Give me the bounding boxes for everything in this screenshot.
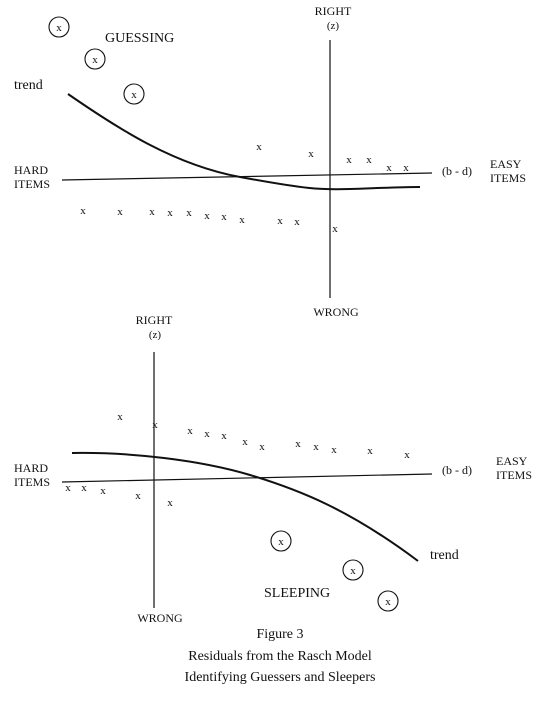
caption-figure-number: Figure 3 — [256, 627, 303, 642]
top-items-left-label: ITEMS — [14, 177, 50, 191]
svg-text:x: x — [350, 565, 356, 577]
residual-mark: x — [65, 482, 71, 494]
top-trend-line — [67, 93, 421, 191]
residual-mark: x — [221, 430, 227, 442]
top-axis-wrong-label: WRONG — [313, 305, 359, 319]
residual-mark: x — [186, 207, 192, 219]
residual-mark: x — [256, 141, 262, 153]
bottom-trend-line — [71, 451, 419, 562]
guesser-marker: x — [48, 16, 70, 38]
residual-mark: x — [100, 485, 106, 497]
residual-mark: x — [204, 428, 210, 440]
residual-mark: x — [167, 497, 173, 509]
top-horizontal-axis — [61, 172, 433, 181]
residual-mark: x — [117, 206, 123, 218]
residual-mark: x — [404, 449, 410, 461]
sleeper-marker: x — [270, 530, 292, 552]
residual-mark: x — [187, 425, 193, 437]
bottom-horizontal-axis — [61, 473, 433, 483]
guesser-marker: x — [123, 83, 145, 105]
caption-line-3: Identifying Guessers and Sleepers — [185, 670, 376, 685]
residual-mark: x — [167, 207, 173, 219]
bottom-b-minus-d-label: (b - d) — [442, 463, 472, 477]
bottom-panel: RIGHT (z) WRONG HARD ITEMS EASY ITEMS (b… — [14, 313, 532, 625]
residual-mark: x — [346, 154, 352, 166]
residual-mark: x — [149, 206, 155, 218]
residual-mark: x — [152, 419, 158, 431]
top-easy-label: EASY — [490, 157, 522, 171]
residual-mark: x — [117, 411, 123, 423]
top-axis-z-label: (z) — [327, 20, 340, 32]
residual-mark: x — [80, 205, 86, 217]
svg-text:x: x — [385, 596, 391, 608]
residual-mark: x — [295, 438, 301, 450]
residual-mark: x — [242, 436, 248, 448]
top-items-right-label: ITEMS — [490, 171, 526, 185]
guessing-label: GUESSING — [105, 31, 174, 46]
svg-text:x: x — [92, 54, 98, 66]
svg-text:x: x — [56, 22, 62, 34]
residual-mark: x — [332, 223, 338, 235]
residual-mark: x — [277, 215, 283, 227]
residual-mark: x — [366, 154, 372, 166]
bottom-hard-label: HARD — [14, 461, 48, 475]
residual-mark: x — [81, 482, 87, 494]
bottom-easy-label: EASY — [496, 454, 528, 468]
bottom-items-left-label: ITEMS — [14, 475, 50, 489]
caption-line-2: Residuals from the Rasch Model — [188, 649, 372, 664]
residual-mark: x — [204, 210, 210, 222]
residual-mark: x — [313, 441, 319, 453]
figure-caption: Figure 3 Residuals from the Rasch Model … — [185, 627, 376, 685]
top-trend-label: trend — [14, 78, 43, 93]
sleeper-marker: x — [342, 559, 364, 581]
bottom-axis-wrong-label: WRONG — [137, 611, 183, 625]
svg-text:x: x — [131, 89, 137, 101]
top-hard-label: HARD — [14, 163, 48, 177]
top-b-minus-d-label: (b - d) — [442, 164, 472, 178]
bottom-axis-right-label: RIGHT — [136, 313, 173, 327]
residual-mark: x — [221, 211, 227, 223]
bottom-axis-z-label: (z) — [149, 329, 162, 341]
bottom-items-right-label: ITEMS — [496, 468, 532, 482]
bottom-trend-label: trend — [430, 548, 459, 563]
sleeping-label: SLEEPING — [264, 586, 330, 601]
residual-mark: x — [294, 216, 300, 228]
top-panel: RIGHT (z) WRONG HARD ITEMS EASY ITEMS (b… — [14, 4, 526, 319]
residual-mark: x — [239, 214, 245, 226]
residual-mark: x — [135, 490, 141, 502]
residual-mark: x — [367, 445, 373, 457]
guesser-marker: x — [84, 48, 106, 70]
residual-mark: x — [403, 162, 409, 174]
residual-mark: x — [308, 148, 314, 160]
sleeper-marker: x — [377, 590, 399, 612]
residual-mark: x — [386, 162, 392, 174]
svg-text:x: x — [278, 536, 284, 548]
residual-mark: x — [259, 441, 265, 453]
top-axis-right-label: RIGHT — [315, 4, 352, 18]
residual-mark: x — [331, 444, 337, 456]
